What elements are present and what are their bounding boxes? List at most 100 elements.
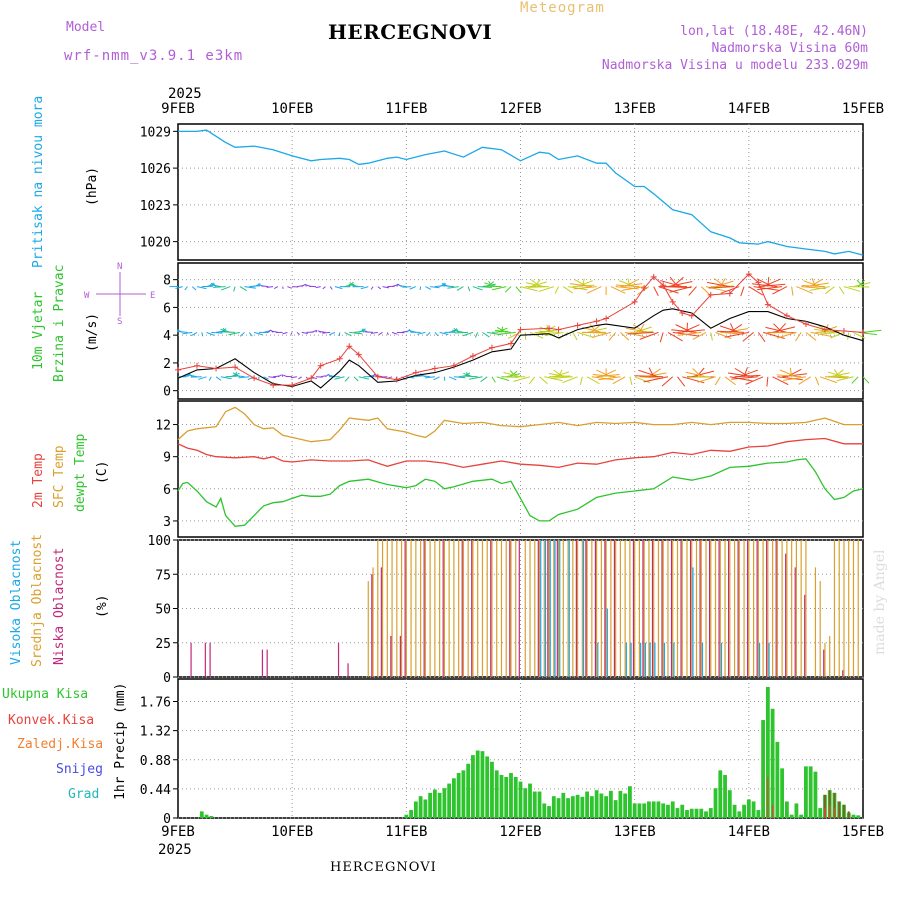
- wind-direction-stick: [776, 331, 797, 339]
- wind-direction-stick: [809, 286, 830, 291]
- precip-largescale-bar: [828, 790, 831, 818]
- wind-direction-stick: [228, 331, 240, 336]
- wind-direction-stick: [742, 332, 754, 342]
- precip-total-bar: [856, 815, 861, 818]
- t2m-line: [177, 437, 863, 469]
- wind-direction-stick: [353, 376, 359, 382]
- wind-direction-stick: [433, 376, 440, 381]
- precip-total-bar: [594, 790, 599, 818]
- wind-direction-stick: [220, 286, 231, 291]
- wind-direction-stick: [716, 330, 745, 333]
- wind-direction-stick: [434, 332, 439, 337]
- wind-direction-stick: [745, 376, 764, 385]
- precip-convective-bar: [771, 804, 774, 818]
- precip-y-tick-label: 1.32: [140, 725, 171, 740]
- wind-direction-stick: [238, 376, 250, 379]
- wind-direction-stick: [573, 286, 597, 290]
- wind-direction-stick: [358, 328, 366, 333]
- wind-direction-stick: [814, 376, 820, 386]
- precip-total-bar: [623, 793, 628, 818]
- wind-direction-stick: [634, 326, 652, 333]
- precip-total-bar: [599, 793, 604, 818]
- clouds-y-tick-label: 75: [155, 568, 171, 583]
- wind-direction-stick: [795, 332, 802, 342]
- wind-direction-stick: [538, 286, 554, 293]
- wind-gust-marker: [289, 382, 296, 389]
- wind-direction-stick: [260, 285, 269, 288]
- precip-total-bar: [851, 814, 856, 818]
- precip-total-bar: [780, 768, 785, 818]
- wind-direction-stick: [772, 326, 796, 333]
- precip-total-bar: [551, 796, 556, 818]
- wind-gust-marker: [764, 301, 771, 308]
- precip-total-bar: [784, 801, 789, 818]
- precip-total-bar: [452, 778, 456, 818]
- precip-total-bar: [490, 761, 494, 818]
- wind-mean-speed-line: [177, 308, 864, 389]
- wind-direction-stick: [372, 373, 376, 378]
- date-tick-top: 10FEB: [271, 101, 313, 117]
- wind-direction-stick: [836, 376, 854, 382]
- wind-gust-marker: [336, 355, 343, 362]
- precip-total-bar: [404, 814, 409, 818]
- wind-direction-stick: [301, 284, 306, 288]
- wind-direction-stick: [402, 286, 412, 288]
- wind-direction-stick: [318, 330, 326, 333]
- wind-direction-stick: [591, 376, 614, 381]
- wind-direction-stick: [621, 286, 645, 291]
- wind-direction-stick: [643, 376, 669, 383]
- precip-total-bar: [727, 790, 732, 818]
- wind-direction-stick: [610, 286, 626, 294]
- data-marks: [169, 129, 882, 818]
- wind-gust-marker: [317, 362, 324, 369]
- wind-direction-stick: [178, 330, 188, 333]
- wind-direction-stick: [772, 376, 789, 386]
- wind-direction-stick: [248, 332, 253, 337]
- wind-direction-stick: [856, 279, 864, 287]
- wind-direction-stick: [296, 285, 303, 288]
- wind-direction-stick: [577, 331, 595, 339]
- wind-gust-marker: [650, 273, 657, 280]
- precip-total-bar: [528, 783, 532, 818]
- wind-direction-stick: [334, 286, 343, 290]
- wind-direction-stick: [653, 286, 659, 296]
- wind-direction-stick: [687, 376, 711, 378]
- precip-total-bar: [518, 781, 523, 818]
- wind-gust-marker: [355, 351, 362, 358]
- wind-direction-stick: [625, 327, 650, 333]
- wind-direction-stick: [851, 376, 859, 384]
- precip-total-bar: [818, 808, 823, 818]
- wind-direction-stick: [569, 283, 592, 288]
- wind-direction-stick: [810, 278, 823, 288]
- precip-total-bar: [413, 801, 418, 818]
- date-tick-top: 14FEB: [728, 101, 770, 117]
- precip-total-bar: [199, 811, 204, 818]
- wind-direction-stick: [520, 286, 538, 292]
- precip-total-bar: [618, 790, 623, 818]
- precip-total-bar: [499, 774, 504, 818]
- wind-direction-stick: [625, 331, 646, 338]
- wind-gust-marker: [308, 375, 315, 382]
- precip-total-bar: [204, 814, 209, 818]
- wind-direction-stick: [672, 276, 684, 287]
- wind-gust-marker: [755, 279, 762, 286]
- wind-direction-stick: [667, 280, 693, 288]
- precip-largescale-bar: [843, 804, 845, 818]
- wind-direction-stick: [697, 376, 716, 383]
- legend-total: Ukupna Kisa: [2, 687, 88, 702]
- wind-direction-stick: [184, 286, 188, 291]
- wind-gust-marker: [555, 326, 562, 333]
- precip-total-bar: [409, 810, 413, 818]
- precip-total-bar: [456, 772, 461, 818]
- precip-total-bar: [523, 788, 528, 818]
- precip-total-bar: [666, 804, 670, 818]
- precip-total-bar: [699, 808, 704, 818]
- wind-direction-stick: [620, 332, 630, 341]
- wind-direction-stick: [273, 286, 279, 290]
- precip-total-bar: [471, 755, 475, 818]
- wind-direction-stick: [206, 331, 215, 336]
- wind-direction-stick: [551, 376, 573, 379]
- wind-direction-stick: [287, 286, 292, 289]
- wind-direction-stick: [378, 331, 383, 336]
- station-elevation: Nadmorska Visina 60m: [711, 41, 868, 56]
